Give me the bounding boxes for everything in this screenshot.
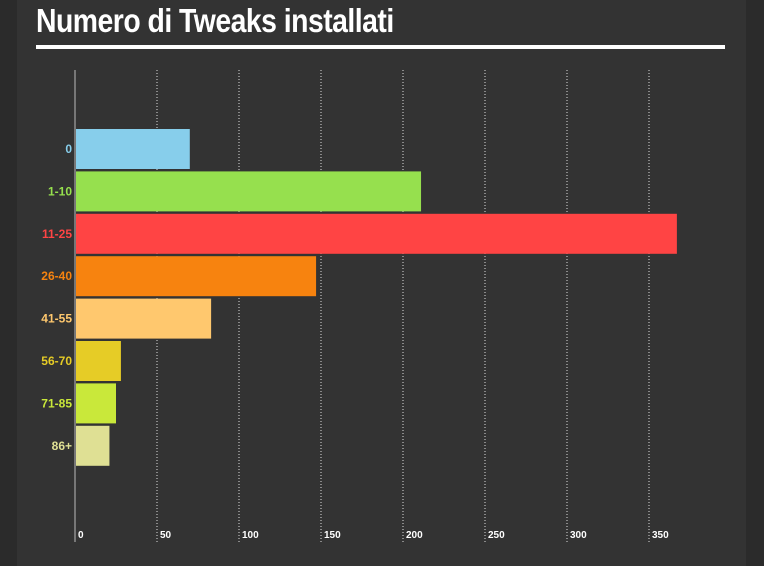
category-label-86+: 86+ [52, 439, 72, 453]
category-labels: 0 1-10 11-25 26-40 41-55 56-70 71-85 86+ [41, 142, 72, 453]
x-tick-label-50: 50 [160, 530, 172, 541]
x-tick-label-250: 250 [488, 530, 505, 541]
x-tick-label-350: 350 [652, 530, 669, 541]
bar-56-70 [76, 341, 121, 381]
category-label-71-85: 71-85 [41, 396, 72, 410]
x-tick-label-100: 100 [242, 530, 259, 541]
x-tick-label-0: 0 [78, 530, 84, 541]
category-label-41-55: 41-55 [41, 312, 72, 326]
bar-26-40 [76, 256, 317, 297]
bar-41-55 [76, 298, 212, 339]
bar-0 [76, 129, 190, 169]
bar-1-10 [76, 171, 422, 212]
category-label-1-10: 1-10 [48, 184, 72, 198]
category-label-56-70: 56-70 [41, 354, 72, 368]
bar-11-25 [76, 213, 677, 254]
x-tick-label-300: 300 [570, 530, 587, 541]
title-underline [36, 45, 725, 49]
bar-86+ [76, 425, 110, 466]
bar-71-85 [76, 383, 116, 424]
category-label-11-25: 11-25 [42, 227, 72, 241]
category-label-0: 0 [65, 142, 72, 156]
x-tick-label-150: 150 [324, 530, 341, 541]
chart-title: Numero di Tweaks installati [36, 2, 394, 39]
grid-lines [74, 70, 650, 542]
bars [76, 129, 677, 466]
category-label-26-40: 26-40 [41, 269, 72, 283]
x-tick-label-200: 200 [406, 530, 423, 541]
x-tick-labels: 0 50 100 150 200 250 300 350 [78, 530, 669, 541]
